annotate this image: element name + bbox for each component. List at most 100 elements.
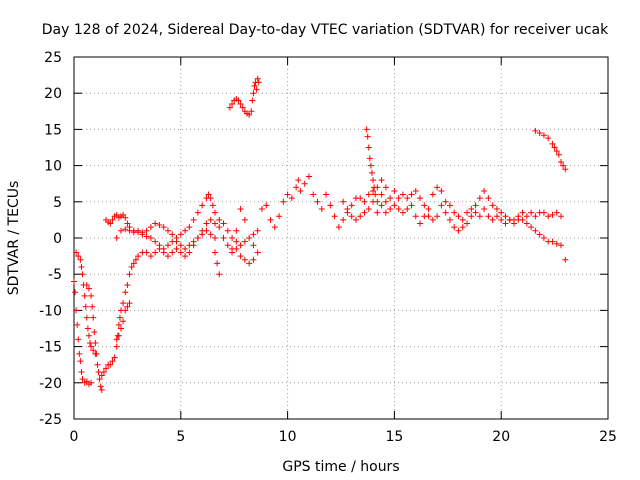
data-point [122, 289, 129, 296]
data-point [122, 226, 129, 233]
data-point [152, 238, 159, 245]
data-point [250, 90, 257, 97]
data-point [323, 191, 330, 198]
data-point [404, 206, 411, 213]
data-point [128, 263, 135, 270]
data-point [214, 260, 221, 267]
series-recovery-lower [113, 300, 133, 343]
data-point [371, 184, 378, 191]
data-point [344, 206, 351, 213]
data-point [111, 354, 118, 361]
data-point [562, 256, 569, 263]
data-point [79, 271, 86, 278]
data-point [85, 332, 92, 339]
data-point [81, 292, 88, 299]
data-point [211, 220, 218, 227]
data-point [536, 231, 543, 238]
data-point [425, 213, 432, 220]
data-point [122, 307, 129, 314]
data-point [293, 184, 300, 191]
data-point [88, 379, 95, 386]
data-point [182, 253, 189, 260]
data-point [182, 245, 189, 252]
data-point [130, 260, 137, 267]
data-point [78, 368, 85, 375]
x-tick-label: 5 [176, 429, 185, 445]
data-point [318, 206, 325, 213]
series-dense-secondary [340, 187, 522, 227]
data-point [135, 253, 142, 260]
data-point [186, 249, 193, 256]
data-point [237, 253, 244, 260]
data-point [254, 227, 261, 234]
data-point [549, 238, 556, 245]
data-point [207, 216, 214, 223]
data-point [71, 278, 77, 285]
data-point [485, 213, 492, 220]
data-point [211, 209, 218, 216]
data-point [417, 195, 424, 202]
data-point [103, 365, 110, 372]
data-point [442, 209, 449, 216]
data-point [472, 202, 479, 209]
data-point [126, 227, 133, 234]
x-axis-label: GPS time / hours [282, 459, 399, 475]
data-point [126, 271, 133, 278]
data-point [532, 227, 539, 234]
data-point [177, 242, 184, 249]
data-point [156, 242, 163, 249]
data-point [370, 187, 377, 194]
data-point [442, 198, 449, 205]
data-point [429, 216, 436, 223]
data-point [408, 202, 415, 209]
data-point [90, 347, 97, 354]
data-point [331, 213, 338, 220]
data-point [314, 198, 321, 205]
data-point [96, 376, 103, 383]
data-point [493, 206, 500, 213]
data-point [224, 242, 231, 249]
data-point [75, 336, 82, 343]
series-drop-early [71, 278, 95, 388]
data-point [455, 227, 462, 234]
series-recovery [98, 227, 218, 379]
data-point [498, 216, 505, 223]
data-point [378, 191, 385, 198]
data-point [83, 282, 90, 289]
data-point [363, 126, 370, 133]
data-point [555, 151, 562, 158]
data-point [74, 321, 81, 328]
data-point [374, 209, 381, 216]
data-point [399, 191, 406, 198]
data-point [79, 376, 86, 383]
y-tick-label: -15 [39, 340, 62, 356]
x-tick-label: 20 [492, 429, 510, 445]
data-point [370, 177, 377, 184]
data-point [100, 368, 107, 375]
data-point [468, 213, 475, 220]
data-point [89, 303, 96, 310]
data-point [250, 231, 257, 238]
data-point [301, 180, 308, 187]
data-point [560, 162, 567, 169]
series-dense-12to23 [340, 184, 565, 234]
data-point [229, 235, 236, 241]
data-point [109, 216, 116, 223]
data-point [211, 249, 218, 256]
data-point [485, 195, 492, 202]
data-point [216, 224, 223, 231]
data-point [366, 155, 373, 162]
data-point [434, 184, 441, 191]
data-point [382, 184, 389, 191]
data-point [532, 127, 539, 134]
data-point [246, 260, 253, 267]
data-point [92, 339, 99, 346]
y-tick-label: 5 [53, 195, 62, 211]
data-point [425, 206, 432, 213]
data-point [558, 213, 565, 220]
data-point [73, 307, 80, 314]
series-descent-a [73, 249, 99, 357]
data-point [254, 249, 261, 256]
data-point [368, 169, 375, 176]
data-point [489, 216, 496, 223]
